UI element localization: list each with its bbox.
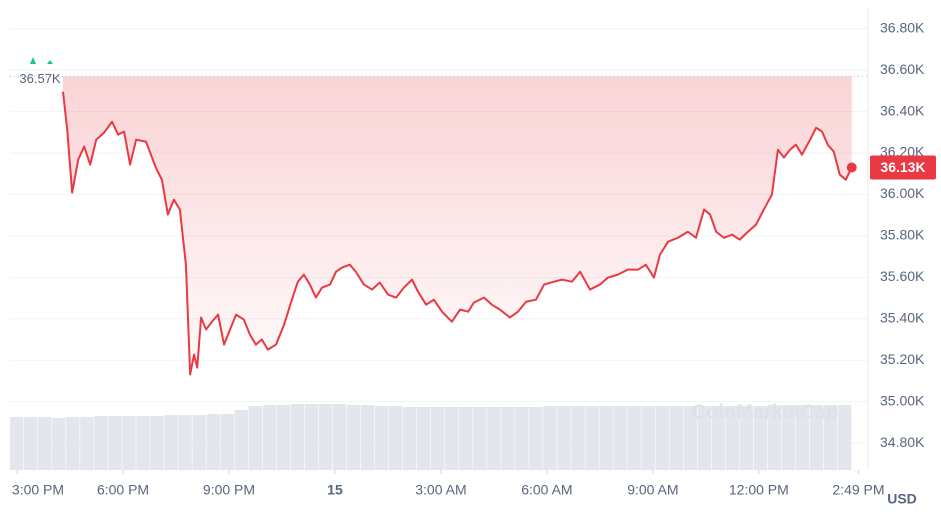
volume-bar xyxy=(613,406,627,470)
volume-bar xyxy=(487,407,501,470)
volume-bar xyxy=(248,406,262,470)
volume-bar xyxy=(431,407,445,470)
volume-bar xyxy=(346,405,361,470)
plot: 36.57K xyxy=(10,71,868,376)
volume-bar xyxy=(52,418,66,470)
volume-bar xyxy=(669,406,683,470)
last-price-badge xyxy=(870,155,936,180)
volume-bar xyxy=(809,405,824,470)
marker-icon xyxy=(30,57,53,64)
y-tick-label: 36.40K xyxy=(880,102,925,118)
volume-bar xyxy=(136,416,150,470)
volume-bar xyxy=(304,404,319,470)
x-tick-label: 6:00 AM xyxy=(521,482,572,498)
volume-bar xyxy=(220,414,234,470)
volume-bar xyxy=(374,406,389,470)
x-tick-label: 12:00 PM xyxy=(729,482,789,498)
volume-bar xyxy=(150,416,164,470)
x-tick-label: 15 xyxy=(327,482,343,498)
x-tick-label: 9:00 AM xyxy=(627,482,678,498)
volume-bar xyxy=(122,416,136,470)
volume-bar xyxy=(416,407,431,470)
volume-bar xyxy=(206,414,220,470)
volume-bar xyxy=(108,416,122,470)
volume-bar xyxy=(655,406,669,470)
volume-bar xyxy=(557,406,571,470)
volume-bar xyxy=(599,406,613,470)
y-tick-label: 35.40K xyxy=(880,309,925,325)
volume-bar xyxy=(388,406,403,470)
price-line xyxy=(61,91,853,376)
volume-bar xyxy=(739,406,754,470)
open-price-label: 36.57K xyxy=(19,71,61,86)
volume-bar xyxy=(571,406,585,470)
y-tick-label: 35.20K xyxy=(880,351,925,367)
x-tick-label: 3:00 PM xyxy=(12,482,64,498)
volume-bar xyxy=(445,407,459,470)
volume-bar xyxy=(627,406,641,470)
volume-bar xyxy=(725,406,740,470)
volume-bar xyxy=(543,406,557,470)
volume-bar xyxy=(501,407,515,470)
volume-bar xyxy=(24,417,38,470)
volume-bar xyxy=(192,415,206,470)
currency-label: USD xyxy=(887,491,917,507)
watermark: CoinMarketCap xyxy=(692,401,839,423)
x-tick-label: 2:49 PM xyxy=(832,482,884,498)
y-tick-label: 35.60K xyxy=(880,268,925,284)
y-tick-label: 36.80K xyxy=(880,19,925,35)
volume-bar xyxy=(837,405,852,470)
x-tick-label: 3:00 AM xyxy=(415,482,466,498)
volume-bars xyxy=(10,404,852,470)
y-tick-label: 35.80K xyxy=(880,227,925,243)
volume-bar xyxy=(360,405,375,470)
y-tick-label: 36.00K xyxy=(880,185,925,201)
volume-bar xyxy=(473,407,487,470)
volume-bar xyxy=(711,406,726,470)
volume-bar xyxy=(529,407,543,470)
volume-bar xyxy=(753,406,768,470)
volume-bar xyxy=(767,405,782,470)
volume-bar xyxy=(697,406,712,470)
volume-bar xyxy=(795,405,810,470)
volume-bar xyxy=(332,404,347,470)
volume-bar xyxy=(262,405,277,470)
volume-bar xyxy=(402,407,417,470)
y-tick-label: 34.80K xyxy=(880,434,925,450)
volume-bar xyxy=(318,404,333,470)
volume-bar xyxy=(781,405,796,470)
y-tick-label: 36.60K xyxy=(880,61,925,77)
volume-bar xyxy=(276,405,291,470)
volume-bar xyxy=(80,417,94,470)
volume-bar xyxy=(515,407,529,470)
volume-bar xyxy=(94,416,108,470)
volume-bar xyxy=(823,405,838,470)
volume-bar xyxy=(66,417,80,470)
volume-bar xyxy=(10,417,24,470)
volume-bar xyxy=(683,406,698,470)
last-point xyxy=(846,162,857,173)
volume-bar xyxy=(178,415,192,470)
x-tick-label: 6:00 PM xyxy=(97,482,149,498)
x-tick-label: 9:00 PM xyxy=(203,482,255,498)
volume-bar xyxy=(164,415,178,470)
volume-bar xyxy=(641,406,655,470)
last-price-label: 36.13K xyxy=(880,159,925,175)
volume-bar xyxy=(459,407,473,470)
volume-bar xyxy=(38,417,52,470)
volume-bar xyxy=(290,404,305,470)
y-tick-label: 35.00K xyxy=(880,392,925,408)
volume-bar xyxy=(234,410,248,470)
area-fill xyxy=(62,76,852,375)
volume-bar xyxy=(585,406,599,470)
